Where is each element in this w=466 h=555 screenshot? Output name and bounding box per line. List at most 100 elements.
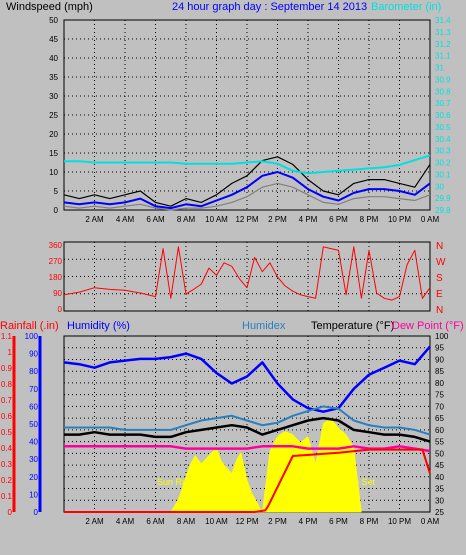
barometer-y-tick-label: 30.5 [435,123,451,132]
temperature-y-tick-label: 35 [435,485,444,494]
wind-y-tick-label: 40 [49,54,58,63]
wind-y-tick-label: 50 [49,16,58,25]
humidity-y-tick-label: 50 [29,420,38,429]
rain-y-tick-label: 1.1 [1,332,13,341]
wind-y-tick-label: 35 [49,73,58,82]
barometer-y-tick-label: 31 [435,64,444,73]
x-tick-label: 6 PM [329,517,348,526]
x-tick-label: 2 PM [268,215,287,224]
rain-y-tick-label: 0.3 [1,460,13,469]
temperature-x-ticks: 2 AM 4 AM 6 AM 8 AM 10 AM 12 PM 2 PM 4 PM 6 PM 8 … [85,517,439,526]
x-tick-label: 6 AM [146,215,165,224]
temperature-y-tick-label: 80 [435,379,444,388]
x-tick-label: 10 PM [388,215,411,224]
rain-y-tick-label: 0.2 [1,476,13,485]
barometer-axis-label: Barometer (in) [371,1,441,13]
wind-series-line-0 [63,156,431,207]
x-tick-label: 0 AM [421,517,440,526]
x-tick-label: 8 PM [360,517,379,526]
x-tick-label: 0 AM [421,215,440,224]
direction-plot-frame [63,241,431,312]
humidity-y-tick-label: 90 [29,350,38,359]
temperature-y-tick-label: 70 [435,402,444,411]
compass-tick-label: W [436,257,446,268]
barometer-y-tick-label: 30.9 [435,75,451,84]
solar-area [170,418,362,513]
x-tick-label: 4 AM [116,215,135,224]
wind-y-tick-label: 0 [54,206,59,215]
windspeed-axis-label: Windspeed (mph) [6,1,93,13]
direction-y-tick-label: 360 [49,241,63,250]
wind-y-tick-label: 20 [49,130,58,139]
x-tick-label: 8 AM [177,215,196,224]
barometer-y-ticks: 29.8 29.9 30 30.1 30.2 30.3 30.4 30.5 30.6 30.7 30… [435,16,451,215]
rain-y-tick-label: 0.9 [1,364,13,373]
x-tick-label: 10 PM [388,517,411,526]
humidity-y-tick-label: 80 [29,367,38,376]
x-tick-label: 2 AM [85,215,104,224]
barometer-y-tick-label: 30.6 [435,111,451,120]
wind-series [63,154,431,211]
rainfall-line [64,448,431,513]
dewpoint-axis-label: Dew Point (°F) [392,320,464,332]
x-tick-label: 6 PM [329,215,348,224]
temperature-y-tick-label: 90 [435,355,444,364]
humidity-y-tick-label: 60 [29,402,38,411]
sunset-label: Sun Set [343,477,376,487]
temperature-y-tick-label: 30 [435,496,444,505]
sunrise-label: Sun Rise [157,477,194,487]
rain-y-tick-label: 0 [8,508,13,517]
humidity-axis-label: Humidity (%) [67,320,130,332]
direction-y-tick-label: 270 [49,257,63,266]
temperature-y-tick-label: 60 [435,426,444,435]
barometer-y-tick-label: 30.2 [435,159,451,168]
direction-grid [64,242,430,311]
humidex-line [64,405,431,436]
humidity-y-tick-label: 10 [29,490,38,499]
rain-y-tick-label: 1 [8,348,13,357]
barometer-y-tick-label: 30.4 [435,135,451,144]
wind-y-tick-label: 15 [49,149,58,158]
temperature-y-tick-label: 45 [435,461,444,470]
barometer-y-tick-label: 31.3 [435,28,451,37]
humidity-y-tick-label: 20 [29,473,38,482]
wind-x-ticks: 2 AM 4 AM 6 AM 8 AM 10 AM 12 PM 2 PM 4 PM 6 PM 8 … [85,215,439,224]
temperature-axis-label: Temperature (°F) [311,320,394,332]
direction-y-tick-label: 180 [49,273,63,282]
wind-grid [64,20,430,210]
rain-y-tick-label: 0.4 [1,444,13,453]
compass-tick-label: N [436,241,443,252]
barometer-y-tick-label: 31.2 [435,40,451,49]
humidity-y-tick-label: 100 [25,332,39,341]
compass-tick-label: S [436,273,443,284]
barometer-y-tick-label: 30.1 [435,170,451,179]
temperature-y-ticks: 25 30 35 40 45 50 55 60 65 70 75 80 85 90 95 100 [435,332,449,517]
temperature-y-tick-label: 95 [435,344,444,353]
barometer-y-tick-label: 30 [435,182,444,191]
x-tick-label: 10 AM [205,517,228,526]
compass-tick-label: E [436,289,443,300]
temperature-y-tick-label: 50 [435,449,444,458]
x-tick-label: 12 PM [235,215,258,224]
barometer-y-tick-label: 30.8 [435,87,451,96]
barometer-line [64,154,431,175]
barometer-y-tick-label: 31.1 [435,52,451,61]
humidity-y-tick-label: 0 [34,508,39,517]
x-tick-label: 4 AM [116,517,135,526]
x-tick-label: 12 PM [235,517,258,526]
rain-y-tick-label: 0.1 [1,492,13,501]
x-tick-label: 2 AM [85,517,104,526]
wind-series-line-1 [63,171,431,210]
temperature-y-tick-label: 65 [435,414,444,423]
wind-y-ticks: 0 5 10 15 20 25 30 35 40 45 50 [49,16,58,215]
temperature-y-tick-label: 55 [435,438,444,447]
temperature-y-tick-label: 85 [435,367,444,376]
wind-y-tick-label: 5 [54,187,59,196]
barometer-y-tick-label: 30.7 [435,99,451,108]
temperature-line [64,416,431,443]
wind-y-tick-label: 10 [49,168,58,177]
humidex-axis-label: Humidex [242,320,286,332]
humidity-y-tick-label: 30 [29,455,38,464]
x-tick-label: 6 AM [146,517,165,526]
